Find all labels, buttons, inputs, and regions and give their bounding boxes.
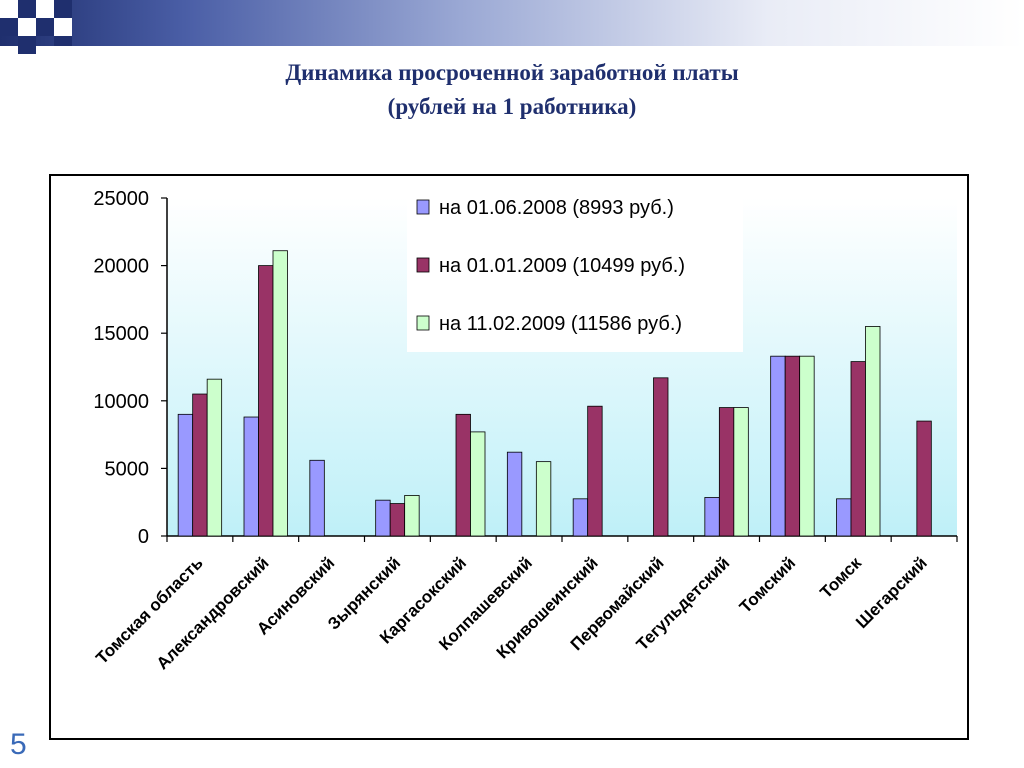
bar <box>865 326 881 537</box>
y-tick-label: 0 <box>138 526 149 548</box>
legend-label: на 01.06.2008 (8993 руб.) <box>439 197 674 219</box>
legend-box <box>407 184 743 352</box>
bar <box>272 250 288 537</box>
legend-swatch <box>416 315 430 331</box>
legend-label: на 01.01.2009 (10499 руб.) <box>439 255 685 277</box>
y-tick-label: 15000 <box>93 323 149 345</box>
bar <box>916 420 932 537</box>
bar <box>309 459 325 537</box>
bar <box>375 499 391 537</box>
bar <box>850 361 866 537</box>
bar <box>258 265 274 537</box>
y-tick-label: 25000 <box>93 188 149 210</box>
y-tick-label: 20000 <box>93 256 149 278</box>
slide-title: Динамика просроченной заработной платы <box>285 60 739 85</box>
bar <box>784 355 801 537</box>
x-tick-label: Томск <box>816 553 865 602</box>
bar <box>455 413 471 537</box>
slide-subtitle: (рублей на 1 работника) <box>387 94 637 119</box>
bar <box>733 407 749 537</box>
bar <box>192 393 208 537</box>
bar <box>718 407 735 537</box>
bar <box>704 497 720 537</box>
bar <box>243 416 259 537</box>
chart-frame: 0 5000 10000 15000 20000 25000 Томская область… <box>49 174 969 740</box>
bar <box>404 495 420 537</box>
bar <box>572 498 589 537</box>
x-tick-label: Томский <box>736 553 799 616</box>
bar <box>177 413 194 537</box>
bar <box>206 378 223 537</box>
bar <box>470 431 486 537</box>
y-tick-label: 10000 <box>93 391 149 413</box>
x-tick-label: Томская область <box>92 553 206 667</box>
bar-chart: 0 5000 10000 15000 20000 25000 Томская область… <box>92 184 958 673</box>
bar <box>799 355 815 537</box>
bar <box>587 405 603 537</box>
decor-squares <box>0 0 72 54</box>
bar <box>653 377 669 537</box>
header-band <box>0 0 1024 46</box>
bar <box>389 503 406 537</box>
bar <box>535 461 552 537</box>
bar <box>836 498 852 537</box>
legend-swatch <box>416 199 430 215</box>
page-number: 5 <box>10 728 27 761</box>
x-tick-label: Шегарский <box>852 553 931 632</box>
bar <box>506 451 523 537</box>
legend-swatch <box>416 257 430 273</box>
bar <box>770 355 786 537</box>
y-tick-label: 5000 <box>105 458 150 480</box>
legend-label: на 11.02.2009 (11586 руб.) <box>439 313 682 335</box>
x-tick-label: Александровский <box>153 553 273 673</box>
